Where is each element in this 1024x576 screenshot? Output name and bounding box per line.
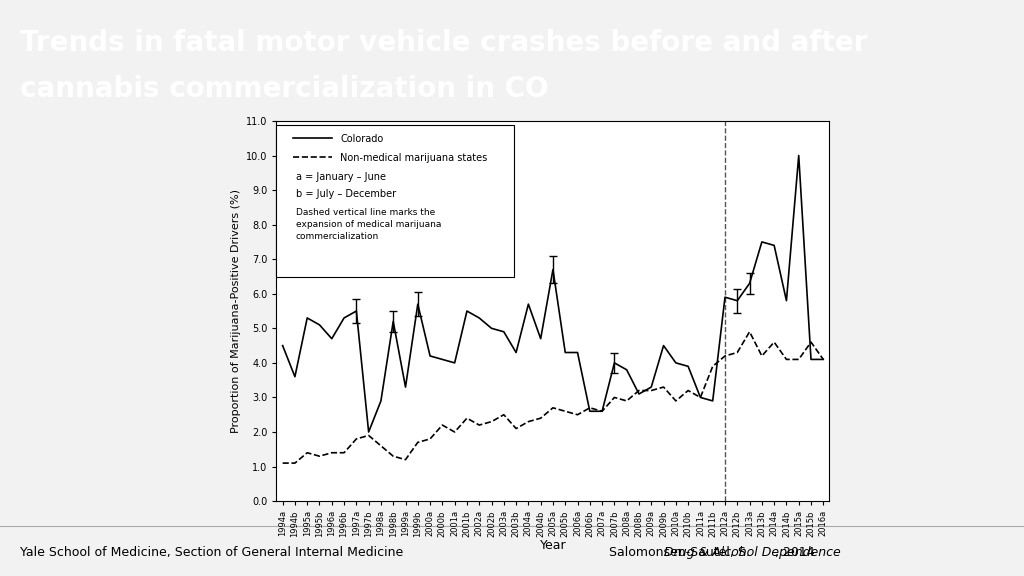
Text: , 2014: , 2014 — [775, 546, 815, 559]
Text: Yale School of Medicine, Section of General Internal Medicine: Yale School of Medicine, Section of Gene… — [20, 546, 403, 559]
Y-axis label: Proportion of Marijuana-Positive Drivers (%): Proportion of Marijuana-Positive Drivers… — [230, 189, 241, 433]
Text: Colorado: Colorado — [340, 134, 383, 144]
X-axis label: Year: Year — [540, 540, 566, 552]
Text: Non-medical marijuana states: Non-medical marijuana states — [340, 153, 487, 163]
FancyBboxPatch shape — [276, 125, 514, 277]
Text: Dashed vertical line marks the
expansion of medical marijuana
commercialization: Dashed vertical line marks the expansion… — [296, 209, 441, 241]
Text: a = January – June: a = January – June — [296, 172, 386, 182]
Text: Trends in fatal motor vehicle crashes before and after: Trends in fatal motor vehicle crashes be… — [20, 29, 868, 57]
Text: Drug & Alcohol Dependence: Drug & Alcohol Dependence — [664, 546, 841, 559]
Text: Salomonsen-Sautel, S.: Salomonsen-Sautel, S. — [609, 546, 754, 559]
Text: b = July – December: b = July – December — [296, 190, 396, 199]
Text: cannabis commercialization in CO: cannabis commercialization in CO — [20, 75, 549, 103]
